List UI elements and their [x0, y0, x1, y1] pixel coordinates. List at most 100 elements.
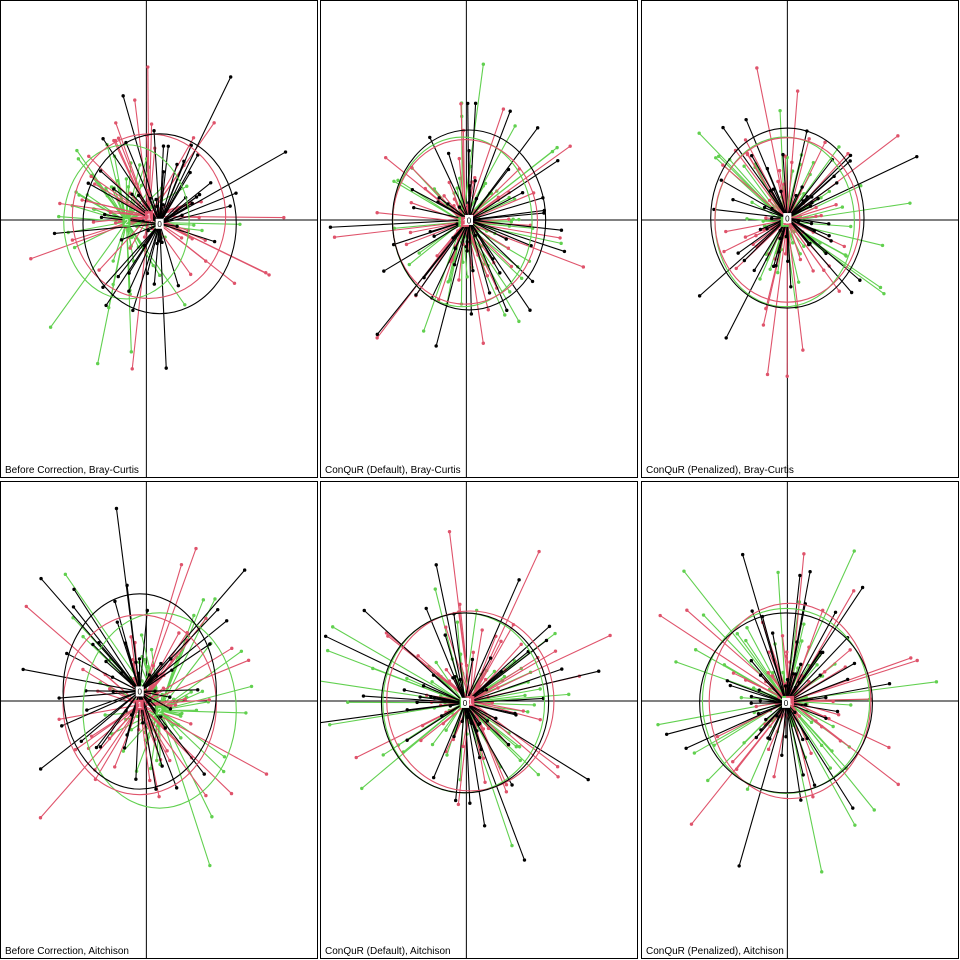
spider-segment — [54, 223, 160, 234]
centroid-label-text: 2 — [157, 707, 162, 716]
sample-point — [778, 236, 782, 241]
sample-point — [836, 712, 841, 717]
sample-point — [514, 713, 518, 717]
spider-segment — [334, 221, 466, 238]
spider-segment — [755, 702, 787, 738]
sample-point — [94, 745, 99, 750]
sample-point — [382, 269, 386, 273]
sample-point — [170, 668, 174, 672]
spider-segment — [766, 219, 788, 375]
sample-point — [418, 695, 422, 699]
sample-point — [148, 766, 153, 771]
sample-point — [246, 658, 251, 663]
spider-segment — [81, 199, 150, 217]
sample-point — [478, 721, 482, 726]
ordination-plot: 210 — [321, 1, 637, 477]
sample-point — [173, 703, 178, 707]
sample-point — [506, 246, 511, 250]
sample-point — [843, 253, 848, 257]
sample-point — [457, 205, 462, 209]
sample-point — [737, 864, 741, 868]
centroid-label-text: 0 — [467, 216, 472, 225]
sample-point — [744, 638, 748, 643]
sample-point — [456, 802, 461, 807]
sample-point — [789, 285, 793, 289]
sample-point — [674, 660, 678, 664]
sample-point — [482, 824, 487, 828]
sample-point — [745, 626, 749, 630]
spider-segment — [139, 704, 191, 725]
sample-point — [823, 140, 827, 145]
sample-point — [765, 166, 770, 171]
spider-segment — [470, 700, 541, 721]
sample-point — [107, 736, 112, 741]
sample-point — [381, 753, 385, 757]
centroid-label-text: 1 — [147, 212, 152, 221]
sample-point — [485, 719, 490, 723]
sample-point — [200, 228, 204, 233]
sample-point — [145, 608, 150, 613]
spider-segment — [470, 650, 556, 702]
sample-point — [510, 783, 514, 787]
spider-segment — [139, 691, 178, 789]
sample-point — [404, 242, 409, 247]
spider-segment — [464, 702, 525, 861]
sample-point — [116, 274, 120, 279]
sample-point — [453, 798, 458, 803]
sample-point — [536, 772, 541, 777]
sample-point — [225, 619, 229, 623]
sample-point — [692, 751, 697, 755]
sample-point — [837, 145, 841, 149]
sample-point — [812, 783, 817, 787]
sample-point — [849, 224, 853, 229]
spider-segment — [786, 142, 826, 221]
spider-segment — [58, 216, 127, 223]
sample-point — [89, 734, 94, 738]
spider-segment — [101, 216, 160, 225]
sample-point — [392, 179, 396, 183]
sample-point — [887, 745, 891, 750]
sample-point — [216, 607, 220, 612]
sample-point — [742, 741, 746, 745]
centroid-box — [465, 214, 474, 225]
spider-segment — [767, 702, 787, 739]
sample-point — [770, 631, 775, 635]
spider-segment — [139, 699, 210, 706]
sample-point — [123, 641, 128, 645]
spider-segment — [468, 219, 562, 231]
spider-segment — [73, 606, 141, 692]
sample-point — [824, 695, 828, 700]
spider-segment — [685, 702, 787, 749]
sample-point — [97, 268, 101, 272]
sample-point — [684, 746, 688, 750]
sample-point — [87, 154, 91, 158]
sample-point — [149, 122, 154, 126]
spider-segment — [785, 702, 804, 776]
sample-point — [415, 700, 419, 705]
ellipse-layer — [710, 127, 865, 309]
sample-point — [542, 211, 546, 215]
sample-point — [57, 717, 61, 722]
sample-point — [230, 646, 234, 651]
sample-point — [776, 570, 780, 575]
sample-point — [168, 758, 172, 763]
sample-point — [375, 336, 379, 340]
sample-point — [818, 673, 822, 677]
centroid-label-text: 0 — [784, 699, 789, 708]
spider-segment — [88, 155, 150, 217]
sample-point — [154, 197, 158, 202]
sample-point — [508, 109, 512, 113]
sample-point — [807, 679, 811, 684]
sample-point — [744, 117, 748, 122]
spider-segment — [468, 127, 539, 221]
dispersion-ellipse — [391, 129, 547, 311]
sample-point — [882, 291, 886, 296]
spider-segment — [423, 219, 470, 278]
sample-point — [412, 205, 416, 210]
sample-point — [98, 745, 103, 749]
sample-point — [455, 222, 459, 226]
spider-segment — [785, 575, 801, 703]
sample-point — [267, 273, 271, 277]
spider-segment — [139, 704, 171, 761]
sample-point — [402, 688, 407, 692]
